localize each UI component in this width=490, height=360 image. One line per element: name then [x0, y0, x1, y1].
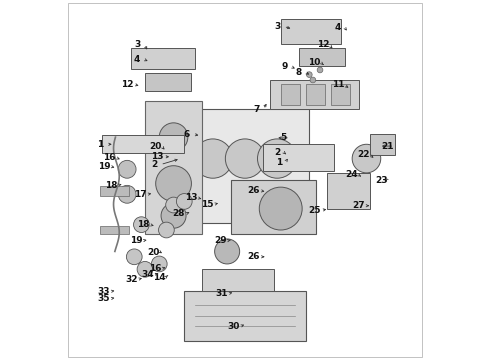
Circle shape [151, 256, 167, 272]
Circle shape [258, 139, 297, 178]
Circle shape [306, 72, 312, 77]
Text: 28: 28 [172, 210, 185, 219]
Bar [281, 84, 300, 105]
Circle shape [310, 77, 316, 83]
Polygon shape [327, 173, 370, 208]
Circle shape [118, 160, 136, 178]
Text: 18: 18 [137, 220, 149, 229]
Polygon shape [102, 135, 184, 153]
Text: 5: 5 [280, 133, 287, 142]
Circle shape [126, 249, 142, 265]
Text: 8: 8 [295, 68, 302, 77]
Text: 32: 32 [125, 275, 138, 284]
Text: 18: 18 [105, 181, 117, 190]
Text: 30: 30 [227, 322, 240, 331]
Text: 14: 14 [153, 273, 166, 282]
Circle shape [215, 239, 240, 264]
Text: 16: 16 [149, 264, 161, 273]
Text: 17: 17 [134, 190, 147, 199]
Text: 27: 27 [352, 201, 365, 210]
Circle shape [193, 139, 232, 178]
Text: 23: 23 [375, 176, 388, 185]
Polygon shape [298, 48, 345, 66]
Text: 21: 21 [382, 141, 394, 150]
Text: 15: 15 [201, 200, 214, 209]
Text: 34: 34 [142, 270, 154, 279]
Text: 31: 31 [216, 289, 228, 298]
Circle shape [159, 222, 174, 238]
Text: 4: 4 [134, 55, 140, 64]
Text: 9: 9 [281, 62, 288, 71]
Text: 24: 24 [345, 170, 358, 179]
Polygon shape [231, 180, 317, 234]
Polygon shape [263, 144, 334, 171]
Circle shape [159, 123, 188, 152]
Bar [331, 84, 350, 105]
Circle shape [161, 203, 186, 228]
Text: 19: 19 [130, 236, 143, 245]
Text: 25: 25 [308, 206, 321, 215]
Text: 35: 35 [98, 294, 110, 303]
Text: 16: 16 [103, 153, 116, 162]
Polygon shape [281, 19, 342, 44]
Circle shape [134, 217, 149, 233]
Bar [306, 84, 325, 105]
Polygon shape [202, 269, 273, 291]
Circle shape [225, 139, 265, 178]
Polygon shape [181, 109, 309, 223]
Text: 10: 10 [309, 58, 321, 67]
Text: 6: 6 [184, 130, 190, 139]
Polygon shape [145, 102, 202, 234]
Circle shape [156, 166, 192, 202]
Polygon shape [184, 291, 306, 341]
Polygon shape [145, 73, 192, 91]
Polygon shape [131, 48, 195, 69]
Circle shape [137, 261, 153, 277]
Text: 20: 20 [149, 141, 161, 150]
Circle shape [118, 185, 136, 203]
Text: 13: 13 [151, 152, 164, 161]
Circle shape [166, 197, 181, 213]
Text: 2: 2 [274, 148, 280, 157]
Text: 3: 3 [274, 22, 280, 31]
Text: 11: 11 [332, 81, 344, 90]
Text: 1: 1 [276, 158, 282, 167]
Text: 26: 26 [247, 186, 260, 195]
Polygon shape [100, 186, 129, 196]
Circle shape [259, 187, 302, 230]
Circle shape [317, 67, 323, 73]
Text: 12: 12 [317, 40, 329, 49]
Circle shape [352, 144, 381, 173]
Text: 2: 2 [151, 160, 157, 169]
Polygon shape [100, 226, 129, 234]
Text: 1: 1 [97, 140, 103, 149]
Text: 22: 22 [357, 150, 370, 159]
Text: 19: 19 [98, 162, 110, 171]
Text: 12: 12 [121, 80, 133, 89]
Text: 4: 4 [335, 23, 341, 32]
Text: 26: 26 [247, 252, 260, 261]
Text: 33: 33 [98, 287, 110, 296]
Text: 13: 13 [185, 193, 197, 202]
Text: 7: 7 [253, 105, 260, 114]
Text: 20: 20 [147, 248, 160, 257]
Polygon shape [270, 80, 359, 109]
Polygon shape [370, 134, 395, 155]
Text: 29: 29 [215, 236, 227, 245]
Circle shape [176, 194, 192, 209]
Text: 3: 3 [135, 40, 141, 49]
